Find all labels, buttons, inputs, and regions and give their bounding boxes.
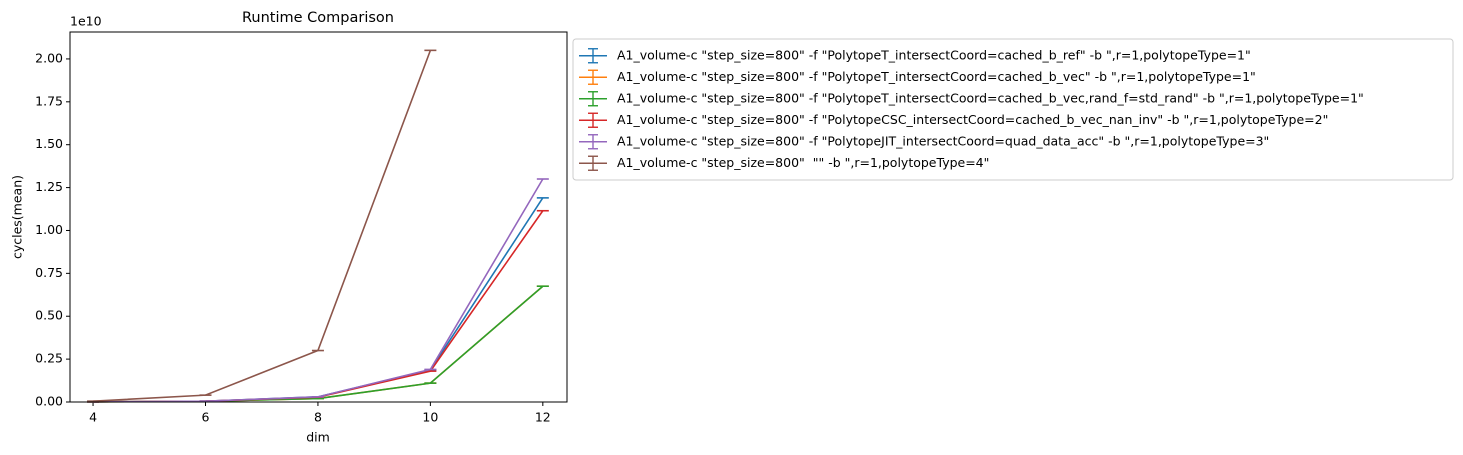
- legend-label: A1_volume-c "step_size=800" -f "Polytope…: [617, 133, 1269, 148]
- y-tick-label: 0.25: [35, 351, 63, 366]
- y-offset-label: 1e10: [70, 14, 102, 29]
- y-axis-label: cycles(mean): [10, 175, 25, 259]
- y-tick-label: 0.75: [35, 265, 63, 280]
- legend-label: A1_volume-c "step_size=800" -f "Polytope…: [617, 47, 1251, 62]
- x-tick-label: 6: [202, 410, 210, 425]
- series-line: [93, 197, 544, 403]
- legend-label: A1_volume-c "step_size=800" -f "Polytope…: [617, 69, 1256, 84]
- legend-box: [572, 38, 1454, 181]
- x-axis-label: dim: [306, 430, 330, 445]
- y-tick-label: 1.00: [35, 222, 63, 237]
- plot-frame: [69, 31, 568, 403]
- y-tick-label: 1.50: [35, 136, 63, 151]
- y-tick-label: 2.00: [35, 50, 63, 65]
- legend-label: A1_volume-c "step_size=800" -f "Polytope…: [617, 112, 1328, 127]
- series-line: [93, 285, 544, 403]
- x-tick-label: 10: [422, 410, 438, 425]
- x-tick-label: 12: [535, 410, 551, 425]
- series-line: [93, 50, 432, 402]
- series-line: [93, 178, 544, 403]
- series-line: [93, 210, 544, 403]
- y-tick-label: 1.75: [35, 93, 63, 108]
- y-tick-label: 0.50: [35, 308, 63, 323]
- legend-label: A1_volume-c "step_size=800" -f "Polytope…: [617, 90, 1364, 105]
- y-tick-label: 0.00: [35, 394, 63, 409]
- x-tick-label: 4: [89, 410, 97, 425]
- x-tick-label: 8: [314, 410, 322, 425]
- y-tick-label: 1.25: [35, 179, 63, 194]
- legend-label: A1_volume-c "step_size=800" "" -b ",r=1,…: [617, 155, 989, 170]
- chart-title: Runtime Comparison: [242, 10, 394, 26]
